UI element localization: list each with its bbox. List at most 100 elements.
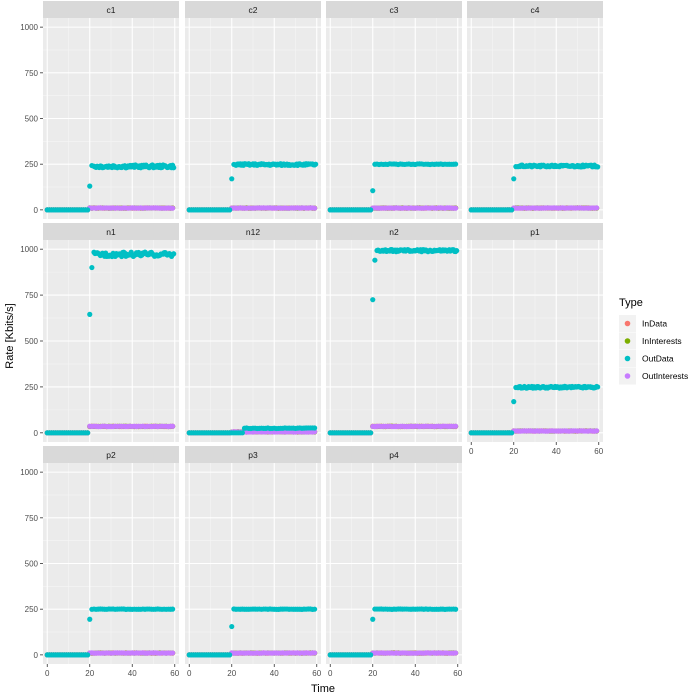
facet-strip-label: p1 [530,227,540,237]
y-tick-label: 0 [34,429,39,438]
point-OutData [454,248,460,254]
x-tick-label: 20 [227,669,236,678]
facet-panel-n2: n2 [326,223,462,442]
point-OutData [453,606,459,612]
x-tick-label: 0 [187,669,192,678]
facet-strip-label: n1 [106,227,116,237]
facet-strip-label: c1 [107,5,116,15]
point-OutInterests [312,205,318,211]
facet-panel-c4: c4 [467,1,603,219]
y-tick-label: 750 [25,69,39,78]
x-axis-title: Time [311,683,335,695]
point-OutInterests [453,650,459,656]
facet-panel-p4: p4 0 20 40 60 [326,446,463,678]
point-OutData [595,164,601,170]
y-tick-label: 1000 [20,468,38,477]
point-OutData [312,606,318,612]
y-tick-label: 1000 [20,23,38,32]
point-OutData [229,623,235,630]
facet-strip-label: p4 [389,450,399,460]
x-tick-label: 60 [170,669,179,678]
facet-strip-label: n12 [246,227,260,237]
point-OutInterests [170,650,176,656]
legend-marker [624,338,631,344]
point-OutData [312,425,318,431]
y-axis-title: Rate [Kbits/s] [4,303,16,368]
y-tick-label: 1000 [20,245,38,254]
point-OutData [313,161,319,167]
facet-strip [185,223,321,240]
data-points [44,606,176,658]
point-OutInterests [170,423,176,429]
legend-label: OutData [642,354,674,364]
facet-strip [43,446,179,463]
y-tick-label: 0 [34,651,39,660]
data-points [186,425,318,436]
legend-marker [624,320,631,327]
x-tick-label: 40 [128,669,137,678]
x-tick-label: 40 [411,669,420,678]
x-tick-label: 60 [594,447,603,456]
facet-strip [326,1,462,18]
point-OutData [229,176,235,182]
point-OutData [511,399,517,405]
point-OutData [171,251,177,257]
x-tick-label: 0 [328,669,333,678]
x-tick-label: 40 [270,669,279,678]
point-OutData [171,165,177,171]
legend-item-InData: InData [619,315,667,332]
point-OutInterests [594,205,600,211]
data-points [186,606,318,658]
facet-strip [326,223,462,240]
legend-item-OutInterests: OutInterests [619,367,688,385]
x-tick-label: 40 [552,447,561,456]
y-tick-label: 250 [25,383,39,392]
point-OutData [87,183,93,189]
facet-panel-c3: c3 [326,1,462,219]
point-OutData [368,207,374,213]
point-OutData [509,207,515,213]
legend-label: OutInterests [642,371,688,381]
x-tick-label: 60 [453,669,462,678]
data-points [468,162,601,213]
facet-strip-label: n2 [389,227,399,237]
point-OutData [453,161,459,167]
point-OutInterests [453,205,459,211]
x-tick-label: 20 [85,669,94,678]
point-OutData [239,430,245,436]
data-points [327,161,459,213]
facet-strip [185,1,321,18]
legend-marker [624,355,631,362]
y-tick-label: 500 [25,337,39,346]
y-tick-label: 750 [25,291,39,300]
legend-item-InInterests: InInterests [619,332,682,350]
point-OutData [370,297,376,303]
x-tick-label: 20 [509,447,518,456]
y-tick-label: 750 [25,514,39,523]
gridlines [326,463,462,664]
point-OutData [511,176,517,182]
y-tick-label: 500 [25,115,39,124]
facet-strip [43,1,179,18]
point-OutData [595,384,601,390]
facet-strip [185,446,321,463]
x-tick-label: 60 [312,669,321,678]
point-OutData [87,616,93,622]
x-tick-label: 0 [45,669,50,678]
facet-strip-label: p3 [248,450,258,460]
facet-panel-c1: c1 0 250 500 750 1000 [20,1,179,219]
legend-label: InData [642,319,667,329]
point-OutData [372,257,378,263]
facet-strip [467,1,603,18]
facet-panel-n12: n12 [185,223,321,442]
point-OutData [370,616,376,622]
facet-strip-label: p2 [106,450,116,460]
data-points [327,246,460,436]
facet-panel-c2: c2 [185,1,321,219]
facet-panel-p2: p2 0 250 500 750 1000 0 20 40 60 [20,446,180,678]
facet-panel-p1: p1 0 20 40 60 [467,223,604,456]
point-OutInterests [312,429,318,435]
point-OutData [87,311,93,317]
point-OutInterests [453,423,459,429]
